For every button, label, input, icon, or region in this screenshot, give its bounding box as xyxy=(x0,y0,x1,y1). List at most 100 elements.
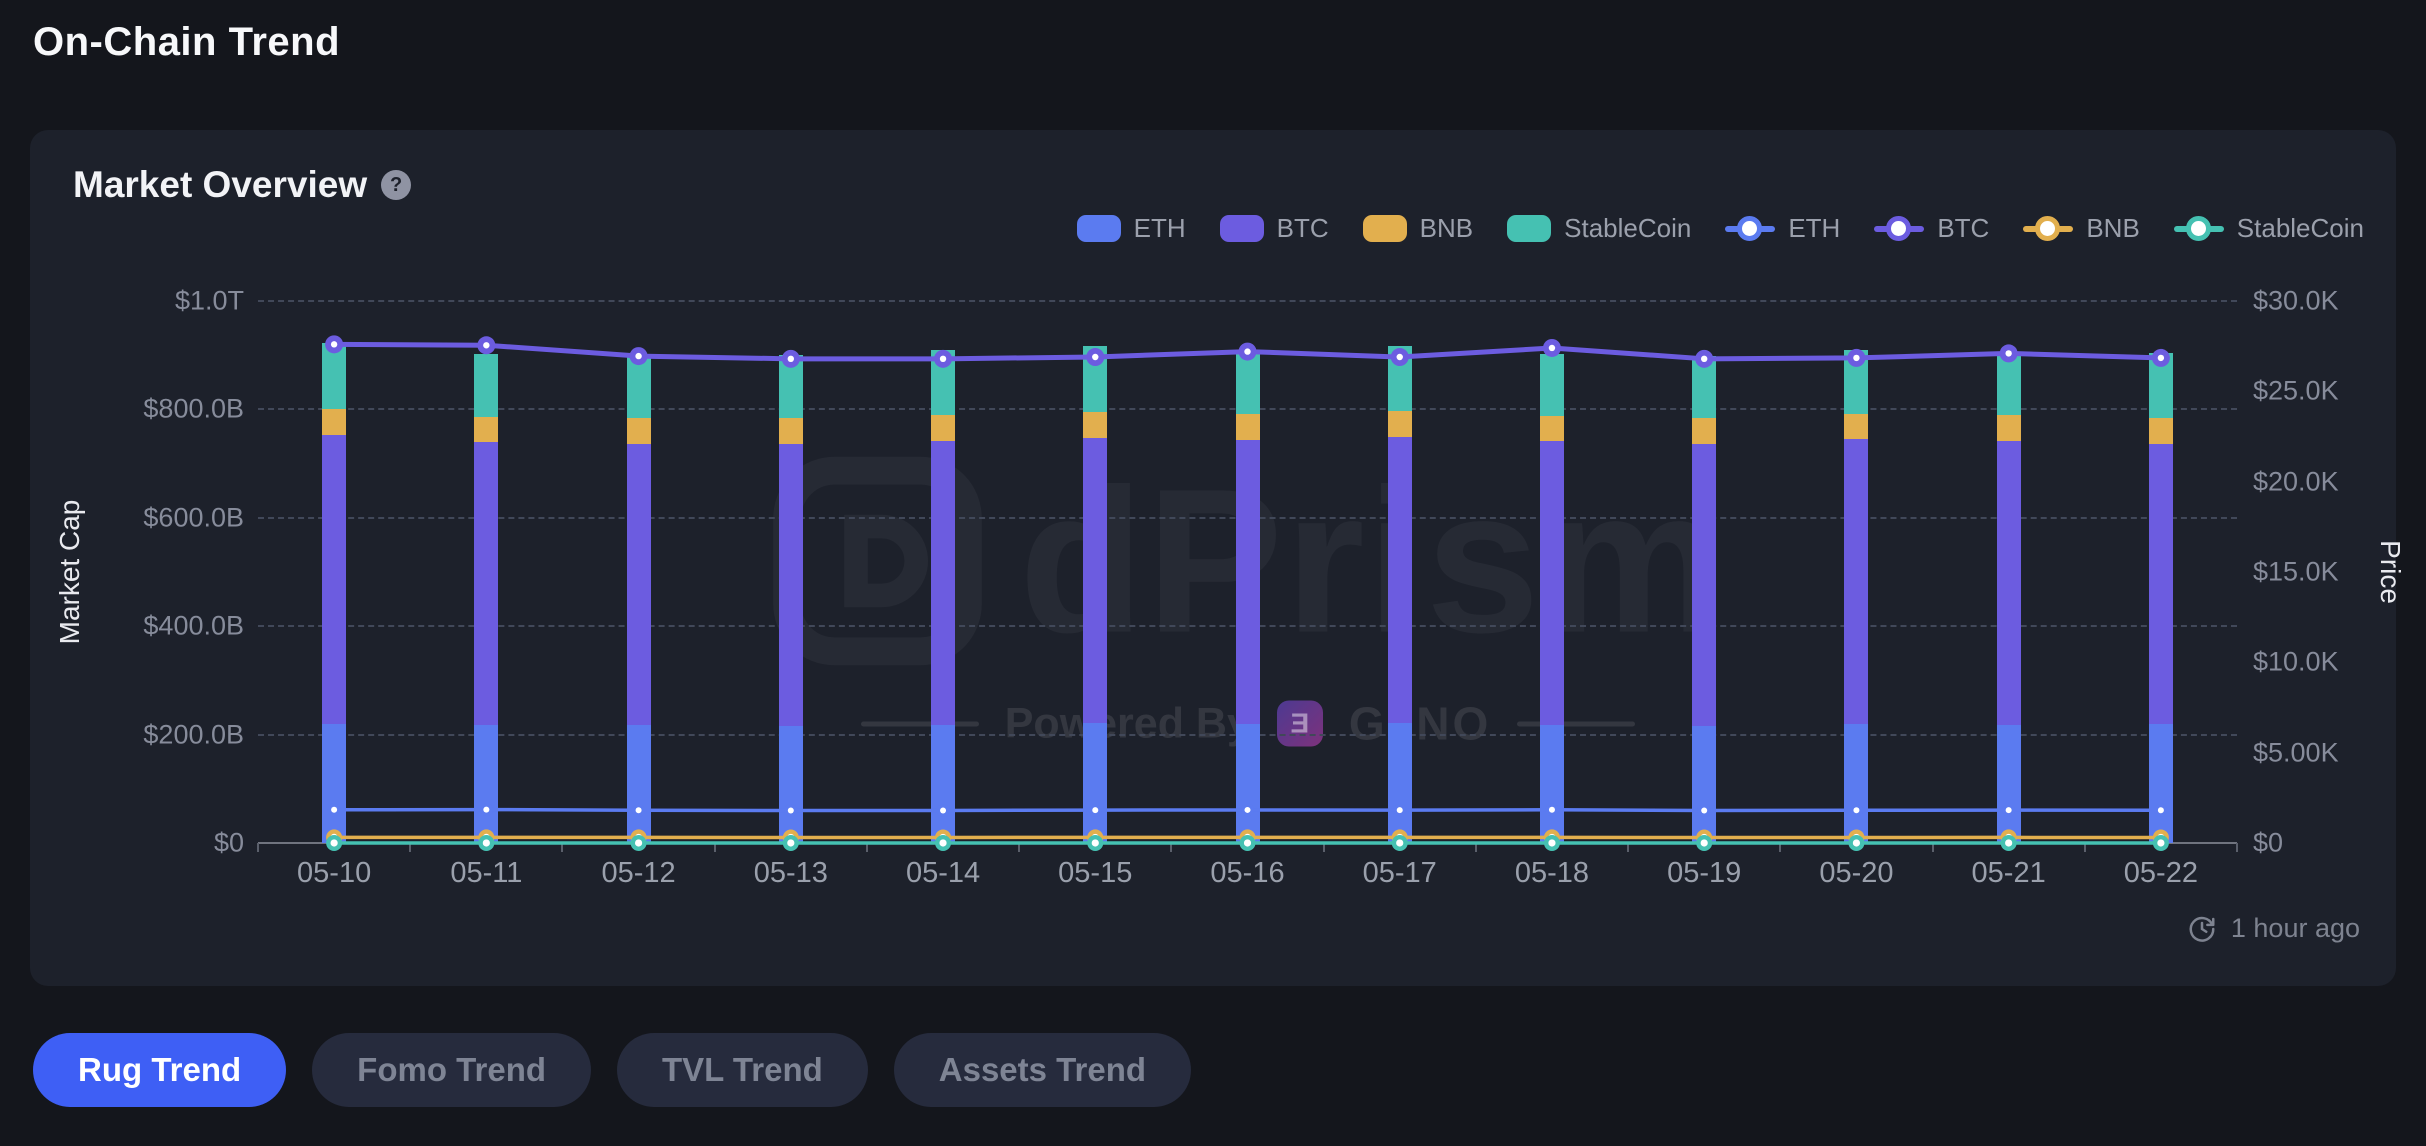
btc-bar-05-10[interactable] xyxy=(322,434,347,725)
x-axis-tick xyxy=(561,843,564,852)
x-axis-tick xyxy=(1627,843,1630,852)
legend-line-eth[interactable]: ETH xyxy=(1725,213,1840,244)
eth-bar-05-13[interactable] xyxy=(778,725,803,843)
legend-line-marker-icon xyxy=(1874,215,1925,243)
x-axis-tick xyxy=(1931,843,1934,852)
eth-bar-05-18[interactable] xyxy=(1539,724,1564,843)
bnb-bar-05-11[interactable] xyxy=(474,416,499,443)
legend-line-bnb[interactable]: BNB xyxy=(2023,213,2140,244)
tab-assets-trend[interactable]: Assets Trend xyxy=(893,1033,1192,1107)
eth-bar-05-16[interactable] xyxy=(1235,724,1260,843)
right-axis-tick-label: $15.0K xyxy=(2253,556,2339,587)
legend-bar-btc[interactable]: BTC xyxy=(1219,213,1329,244)
x-axis-tick xyxy=(1322,843,1325,852)
bnb-bar-05-17[interactable] xyxy=(1387,411,1412,438)
bnb-bar-05-19[interactable] xyxy=(1692,418,1717,444)
btc-bar-05-17[interactable] xyxy=(1387,437,1412,724)
bnb-bar-05-16[interactable] xyxy=(1235,414,1260,440)
stablecoin-price-point-dot xyxy=(2157,839,2165,847)
eth-bar-05-14[interactable] xyxy=(931,724,956,843)
legend-line-stablecoin[interactable]: StableCoin xyxy=(2173,213,2364,244)
legend-line-btc[interactable]: BTC xyxy=(1874,213,1989,244)
market-overview-card: Market Overview ? ETH BTC BNB StableCoin ETH… xyxy=(30,130,2406,986)
legend-bar-bnb[interactable]: BNB xyxy=(1362,213,1473,244)
bnb-bar-05-21[interactable] xyxy=(1996,414,2021,441)
bnb-bar-05-18[interactable] xyxy=(1539,415,1564,442)
stablecoin-bar-05-11[interactable] xyxy=(474,354,499,417)
eth-bar-05-22[interactable] xyxy=(2148,724,2173,843)
x-axis-date-label: 05-10 xyxy=(297,857,372,889)
btc-price-point-dot xyxy=(1700,355,1708,363)
eth-price-point-dot xyxy=(331,806,338,813)
x-axis-tick xyxy=(409,843,412,852)
stablecoin-price-point-dot xyxy=(939,839,947,847)
tab-rug-trend[interactable]: Rug Trend xyxy=(33,1033,287,1107)
bnb-bar-05-15[interactable] xyxy=(1083,411,1108,438)
bnb-bar-05-10[interactable] xyxy=(322,408,347,435)
x-axis-tick xyxy=(1779,843,1782,852)
btc-price-point-dot xyxy=(1853,354,1860,362)
btc-price-point-dot xyxy=(635,352,642,360)
btc-bar-05-22[interactable] xyxy=(2148,443,2173,725)
btc-bar-05-11[interactable] xyxy=(474,442,499,725)
eth-bar-05-21[interactable] xyxy=(1996,724,2021,843)
btc-bar-05-19[interactable] xyxy=(1692,443,1717,726)
right-axis-tick-label: $0 xyxy=(2253,827,2284,858)
right-axis-title: Price xyxy=(2375,540,2406,604)
x-axis-date-label: 05-12 xyxy=(601,857,676,889)
btc-price-point-dot xyxy=(787,355,795,363)
btc-bar-05-13[interactable] xyxy=(778,443,803,726)
eth-bar-05-15[interactable] xyxy=(1083,722,1108,843)
eth-price-point-dot xyxy=(1092,807,1099,814)
stablecoin-bar-05-18[interactable] xyxy=(1539,354,1564,416)
btc-bar-05-12[interactable] xyxy=(626,443,651,726)
eth-price-point-dot xyxy=(483,806,490,813)
legend-line-marker-icon xyxy=(2173,215,2224,243)
legend-label: BTC xyxy=(1937,213,1990,243)
bnb-bar-05-22[interactable] xyxy=(2148,417,2173,444)
stablecoin-bar-05-12[interactable] xyxy=(626,355,651,419)
tab-tvl-trend[interactable]: TVL Trend xyxy=(617,1033,868,1107)
eth-price-point-dot xyxy=(787,807,794,814)
eth-bar-05-20[interactable] xyxy=(1844,724,1869,843)
help-icon[interactable]: ? xyxy=(381,170,412,200)
bnb-bar-05-12[interactable] xyxy=(626,418,651,444)
eth-bar-05-12[interactable] xyxy=(626,725,651,843)
right-axis-tick-label: $10.0K xyxy=(2253,646,2339,677)
eth-price-point-dot xyxy=(1853,807,1860,814)
btc-bar-05-14[interactable] xyxy=(931,440,956,725)
bnb-bar-05-13[interactable] xyxy=(778,417,803,444)
btc-bar-05-20[interactable] xyxy=(1844,439,1869,725)
tab-fomo-trend[interactable]: Fomo Trend xyxy=(312,1033,592,1107)
bnb-bar-05-14[interactable] xyxy=(931,415,956,441)
x-axis-tick xyxy=(2083,843,2086,852)
legend-line-marker-icon xyxy=(1725,215,1776,243)
btc-price-point-dot xyxy=(483,342,490,349)
stablecoin-bar-05-21[interactable] xyxy=(1996,353,2021,415)
legend-line-dot xyxy=(2035,215,2061,241)
right-axis-tick-label: $25.0K xyxy=(2253,375,2339,406)
btc-bar-05-21[interactable] xyxy=(1996,440,2021,725)
btc-bar-05-16[interactable] xyxy=(1235,439,1260,725)
legend-label: ETH xyxy=(1788,213,1841,243)
btc-bar-05-15[interactable] xyxy=(1083,437,1108,723)
btc-bar-05-18[interactable] xyxy=(1539,441,1564,725)
stablecoin-bar-05-16[interactable] xyxy=(1235,350,1260,415)
eth-price-point-dot xyxy=(2005,807,2012,814)
x-axis-tick xyxy=(1170,843,1173,852)
bnb-bar-05-20[interactable] xyxy=(1844,413,1869,440)
x-axis-tick xyxy=(865,843,868,852)
stablecoin-bar-05-10[interactable] xyxy=(322,343,347,409)
legend-bar-stablecoin[interactable]: StableCoin xyxy=(1507,213,1691,244)
stablecoin-price-point-dot xyxy=(1548,839,1556,847)
eth-bar-05-19[interactable] xyxy=(1692,725,1717,843)
stablecoin-price-point-dot xyxy=(1700,839,1708,847)
eth-price-point-dot xyxy=(635,807,642,814)
eth-bar-05-17[interactable] xyxy=(1387,723,1412,843)
eth-bar-05-10[interactable] xyxy=(322,724,347,843)
page-title: On-Chain Trend xyxy=(33,20,340,64)
x-axis-tick xyxy=(1474,843,1477,852)
eth-bar-05-11[interactable] xyxy=(474,724,499,843)
legend-line-dot xyxy=(1737,215,1763,241)
legend-bar-eth[interactable]: ETH xyxy=(1076,213,1186,244)
